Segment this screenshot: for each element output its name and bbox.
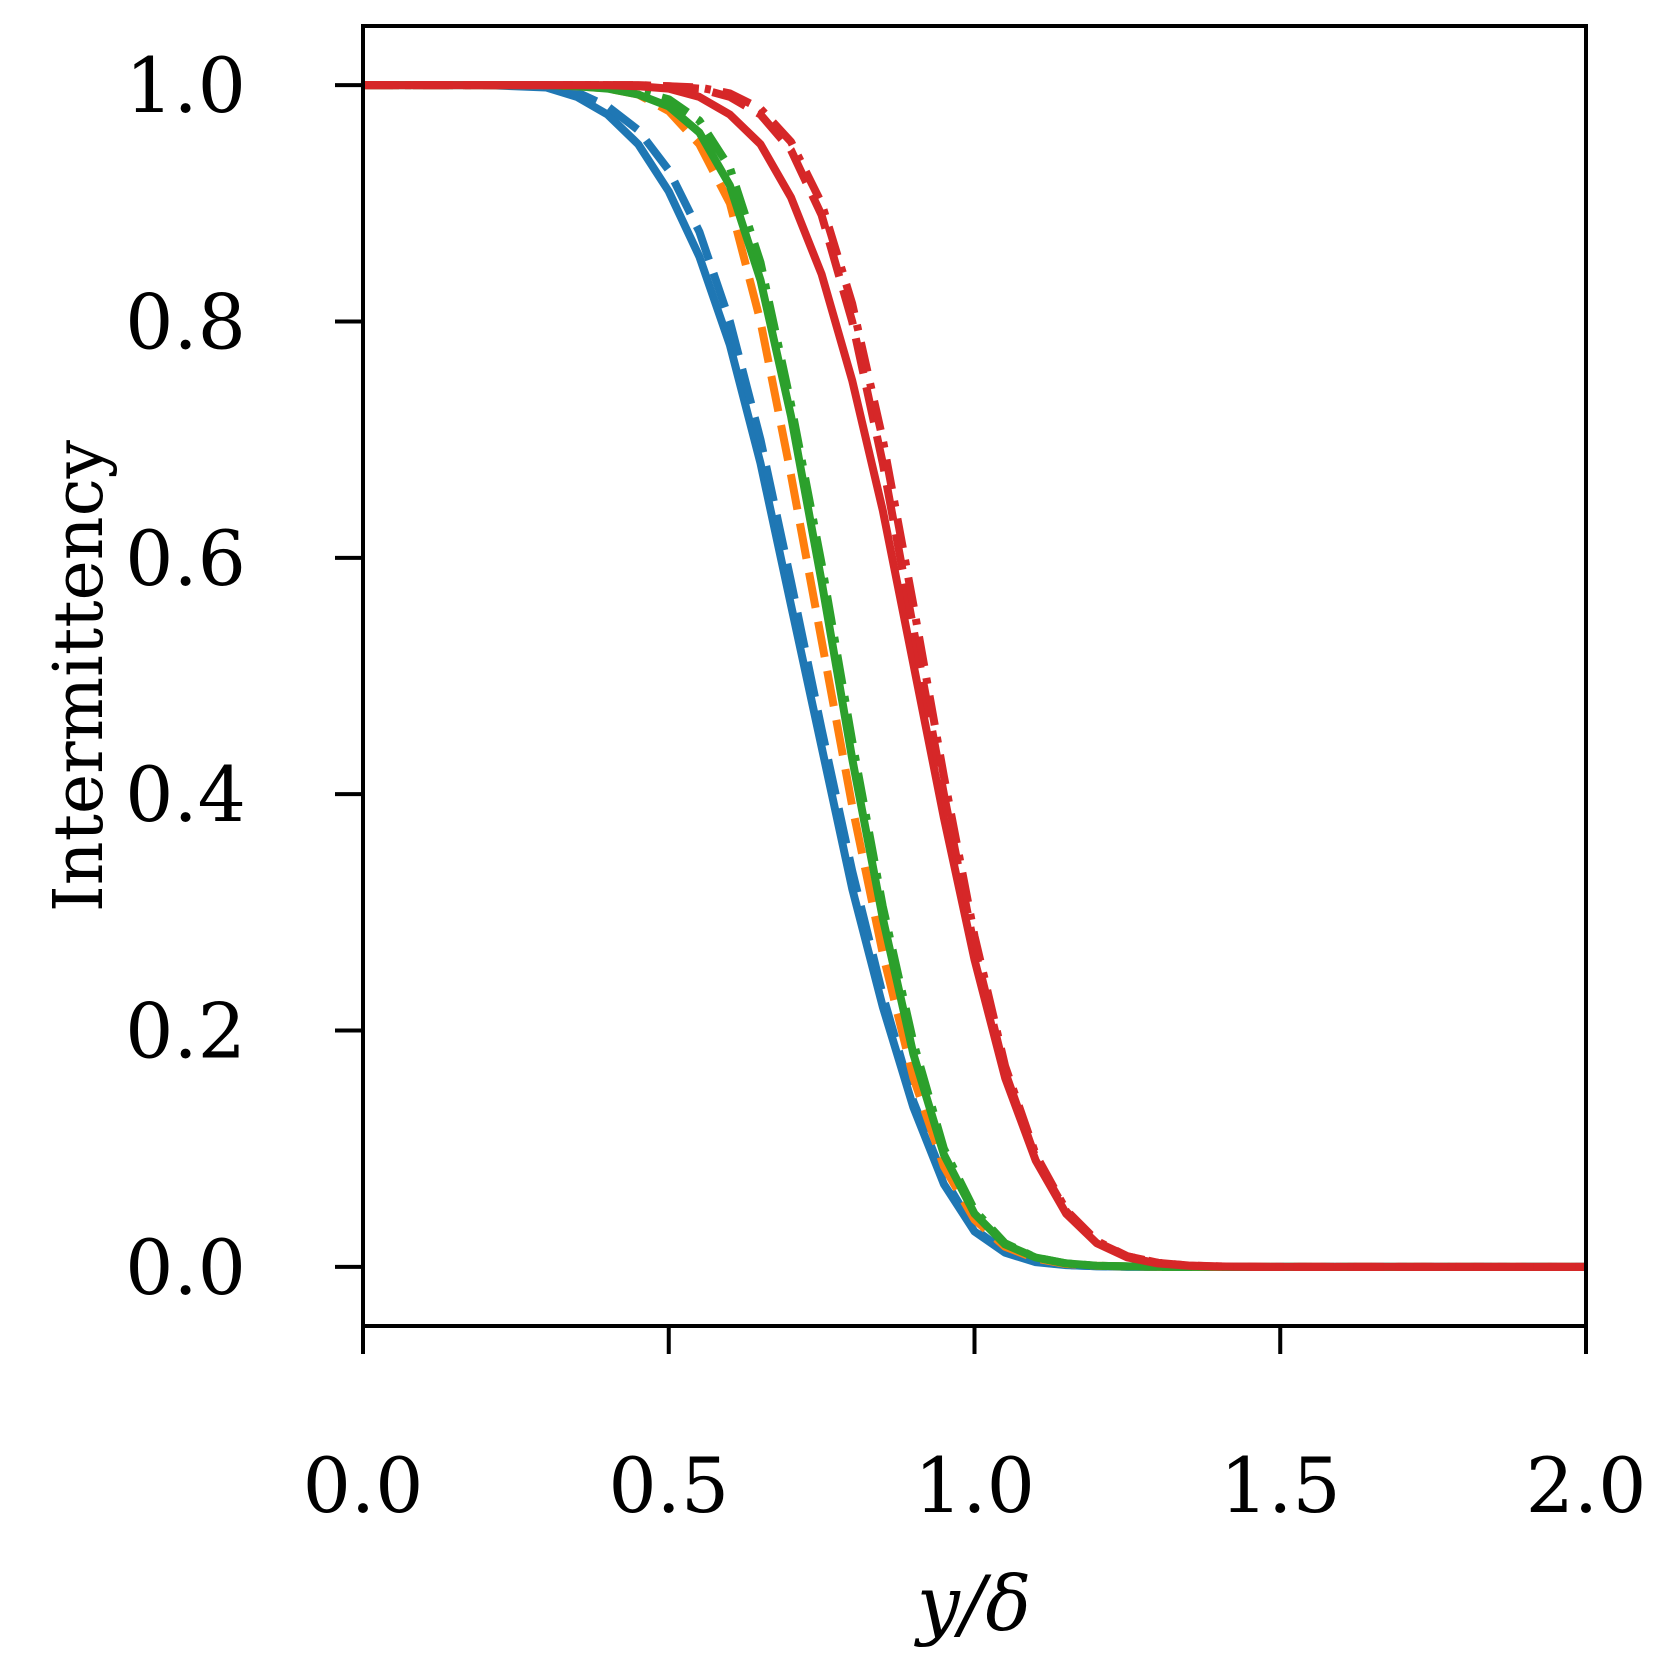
series-line-1	[363, 81, 1586, 1271]
y-tick-label: 0.6	[125, 514, 246, 603]
series-line-5	[363, 81, 1586, 1271]
series-line-3	[363, 81, 1586, 1271]
x-axis-label: y/δ	[914, 1559, 1031, 1648]
y-tick-label: 0.0	[125, 1223, 246, 1312]
y-tick-label: 0.8	[125, 277, 246, 366]
axes-frame	[361, 24, 1588, 1328]
y-tick-label: 0.2	[125, 987, 246, 1076]
x-tick-label: 0.0	[303, 1441, 424, 1530]
y-axis-label: Intermittency	[40, 439, 119, 912]
series-layer	[363, 81, 1586, 1271]
series-line-8	[363, 81, 1586, 1271]
x-tick-label: 2.0	[1526, 1441, 1647, 1530]
x-tick-label: 1.0	[914, 1441, 1035, 1530]
series-line-4	[363, 81, 1586, 1271]
series-line-2	[363, 81, 1586, 1271]
x-tick-label: 0.5	[608, 1441, 729, 1530]
series-line-6	[363, 81, 1586, 1271]
series-line-7	[363, 81, 1586, 1271]
y-tick-label: 1.0	[125, 41, 246, 130]
x-tick-label: 1.5	[1220, 1441, 1341, 1530]
y-tick-label: 0.4	[125, 750, 246, 839]
ticks-layer: 0.0 0.5 1.0 1.5 2.0 0.0 0.2 0.4 0.6 0.8 1.0	[125, 41, 1646, 1530]
